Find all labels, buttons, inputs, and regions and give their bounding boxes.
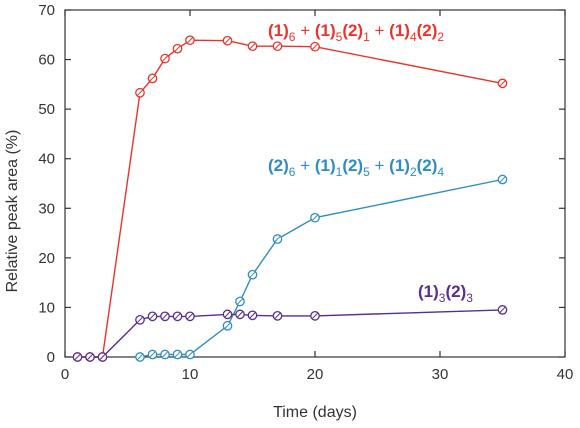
data-point-mark (137, 316, 143, 323)
data-point-mark (74, 354, 81, 360)
series-label-3: (1)3(2)3 (418, 282, 473, 305)
x-tick-label: 30 (432, 366, 449, 383)
y-axis-title: Relative peak area (%) (4, 130, 21, 293)
data-point-mark (137, 354, 143, 360)
y-tick-label: 20 (38, 250, 55, 267)
y-tick-label: 60 (38, 52, 55, 69)
data-point-mark (149, 313, 156, 320)
data-point-mark (162, 313, 168, 320)
y-tick-label: 0 (47, 349, 55, 366)
x-tick-label: 0 (61, 366, 69, 383)
data-point-mark (499, 176, 506, 183)
data-point-mark (237, 311, 243, 318)
data-point-mark (162, 55, 168, 62)
data-point-mark (174, 313, 181, 320)
data-point-mark (149, 75, 156, 82)
series-3 (72, 305, 508, 362)
data-point-mark (249, 43, 256, 50)
series-line (139, 178, 503, 358)
data-point-mark (499, 306, 506, 313)
axes: 0 10 20 30 40 0 10 20 30 40 50 60 70 (38, 2, 573, 383)
x-tick-label: 40 (557, 366, 574, 383)
y-tick-label: 30 (38, 200, 55, 217)
data-point-mark (137, 89, 143, 96)
data-point-mark (187, 351, 193, 358)
y-tick-label: 40 (38, 151, 55, 168)
series-label-1: (1)6 + (1)5(2)1 + (1)4(2)2 (268, 21, 444, 44)
data-point-mark (312, 43, 318, 50)
data-point-mark (187, 37, 193, 44)
data-point-mark (99, 354, 106, 360)
data-point-mark (149, 351, 156, 358)
y-tick-label: 10 (38, 299, 55, 316)
data-point-mark (249, 312, 256, 319)
data-point-mark (224, 37, 231, 44)
data-point-mark (87, 354, 93, 360)
data-point-mark (312, 312, 318, 319)
series-label-2: (2)6 + (1)1(2)5 + (1)2(2)4 (268, 156, 444, 179)
series-layer (72, 35, 508, 362)
y-tick-label: 70 (38, 2, 55, 19)
series-line (77, 39, 503, 358)
data-point-mark (274, 43, 281, 50)
data-point-mark (174, 351, 181, 358)
series-2 (135, 174, 508, 362)
x-tick-label: 10 (182, 366, 199, 383)
data-point-mark (312, 214, 318, 221)
data-point-mark (499, 80, 506, 87)
data-point-mark (274, 236, 281, 242)
y-tick-label: 50 (38, 101, 55, 118)
x-axis-title: Time (days) (273, 404, 357, 421)
data-point-mark (224, 322, 231, 329)
data-point-mark (224, 311, 231, 318)
data-point-mark (162, 351, 168, 358)
data-point-mark (274, 312, 281, 319)
data-point-mark (237, 298, 243, 305)
data-point-mark (174, 45, 181, 52)
plot-frame (64, 9, 566, 358)
data-point-mark (187, 313, 193, 320)
data-point-mark (249, 271, 256, 278)
x-tick-label: 20 (307, 366, 324, 383)
